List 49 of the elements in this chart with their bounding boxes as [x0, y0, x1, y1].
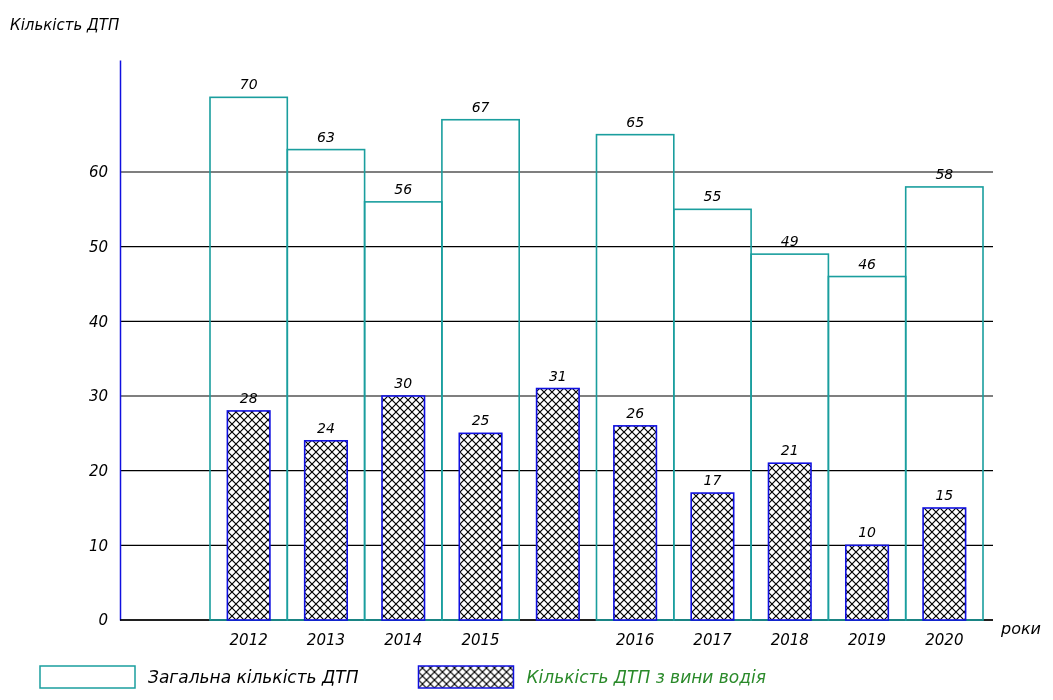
x-tick-label: 2012	[229, 630, 268, 649]
y-tick-label: 40	[88, 312, 108, 331]
data-label: 21	[780, 442, 799, 459]
y-tick-label: 10	[88, 536, 108, 555]
data-label: 49	[780, 233, 799, 250]
x-tick-label: 2018	[770, 630, 809, 649]
bar	[922, 507, 967, 621]
text: Кількість ДТП з вини водія	[526, 667, 766, 687]
data-label: 63	[317, 128, 335, 145]
y-tick-label: 30	[88, 387, 108, 406]
data-label: 30	[394, 375, 413, 391]
data-label: 24	[317, 419, 335, 436]
data-label: 70	[239, 76, 258, 93]
x-axis-title: роки	[1000, 619, 1042, 638]
data-label: 25	[471, 412, 490, 429]
bar	[303, 440, 349, 621]
data-label: 28	[239, 389, 258, 406]
bar	[535, 387, 580, 621]
bar	[767, 462, 812, 621]
data-label: 65	[626, 113, 645, 130]
x-tick-label: 2014	[384, 630, 423, 649]
y-tick-label: 50	[88, 237, 108, 256]
data-label: 46	[858, 255, 877, 272]
x-tick-label: 2015	[461, 630, 500, 649]
data-label: 15	[935, 487, 954, 503]
data-label: 58	[935, 165, 954, 182]
bar	[381, 395, 426, 621]
x-tick-label: 2016	[616, 630, 655, 649]
x-tick-label: 2020	[925, 630, 964, 649]
x-tick-label: 2013	[306, 630, 346, 649]
bar	[613, 425, 658, 621]
data-label: 17	[703, 472, 722, 489]
bar	[458, 432, 503, 621]
data-label: 31	[548, 367, 567, 384]
y-tick-label: 60	[88, 163, 108, 182]
data-label: 56	[394, 180, 413, 197]
y-tick-label: 0	[98, 611, 108, 630]
y-axis-title: Кількість ДТП	[10, 16, 120, 34]
bar	[226, 410, 271, 621]
text: Загальна кількість ДТП	[148, 667, 359, 687]
x-tick-label: 2017	[693, 630, 732, 649]
bar	[844, 544, 890, 621]
y-tick-label: 20	[88, 461, 108, 480]
data-label: 10	[858, 524, 877, 541]
data-label: 55	[703, 188, 722, 205]
x-tick-label: 2019	[847, 630, 887, 649]
bar	[690, 492, 735, 621]
data-label: 67	[471, 98, 490, 115]
data-label: 26	[626, 404, 645, 421]
